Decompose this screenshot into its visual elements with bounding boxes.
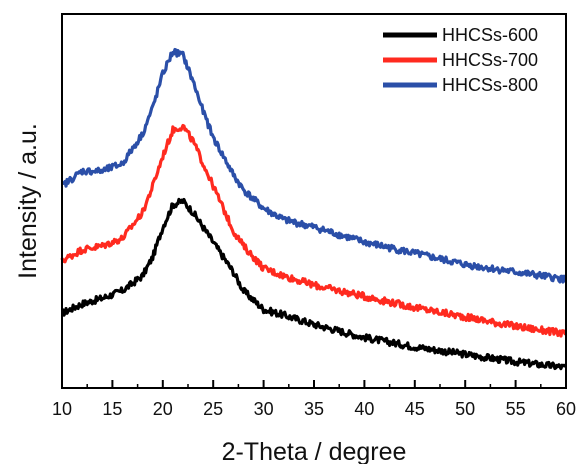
legend-label: HHCSs-600 <box>442 25 538 45</box>
y-axis-title: Intensity / a.u. <box>14 123 42 279</box>
x-tick-label: 55 <box>506 399 526 419</box>
series-layer <box>60 47 567 371</box>
x-axis: 10 15 20 25 30 35 40 45 50 55 60 <box>52 380 576 419</box>
plot-frame <box>61 13 567 389</box>
legend: HHCSs-600 HHCSs-700 HHCSs-800 <box>383 25 538 95</box>
x-tick-label: 35 <box>304 399 324 419</box>
x-tick-label: 30 <box>254 399 274 419</box>
x-tick-label: 60 <box>556 399 576 419</box>
x-tick-label: 50 <box>455 399 475 419</box>
x-tick-label: 20 <box>153 399 173 419</box>
legend-label: HHCSs-700 <box>442 50 538 70</box>
x-tick-label: 25 <box>203 399 223 419</box>
legend-label: HHCSs-800 <box>442 75 538 95</box>
x-tick-label: 15 <box>102 399 122 419</box>
x-axis-title: 2-Theta / degree <box>222 438 407 464</box>
series-line-hhcss-600 <box>61 197 567 371</box>
series-line-hhcss-800 <box>61 47 567 284</box>
x-tick-label: 45 <box>405 399 425 419</box>
series-line-hhcss-700 <box>60 123 567 338</box>
x-tick-label: 40 <box>354 399 374 419</box>
x-tick-label: 10 <box>52 399 72 419</box>
